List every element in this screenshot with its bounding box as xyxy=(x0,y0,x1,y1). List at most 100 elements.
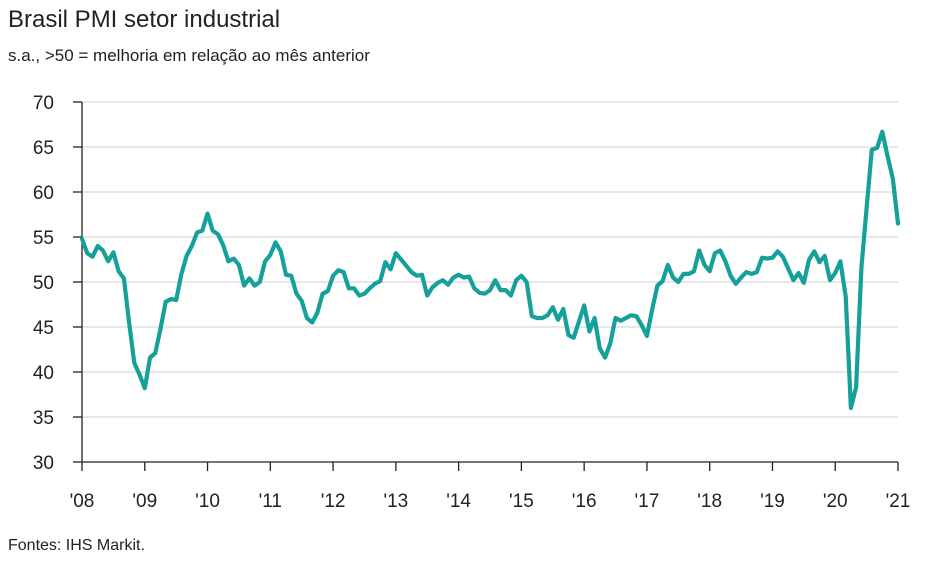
data-point xyxy=(609,342,611,344)
data-point xyxy=(405,265,407,267)
data-point xyxy=(233,257,235,259)
data-point xyxy=(824,255,826,257)
data-point xyxy=(316,311,318,313)
data-point xyxy=(379,280,381,282)
data-point xyxy=(599,347,601,349)
data-point xyxy=(614,317,616,319)
data-point xyxy=(206,212,208,214)
x-tick-label: '12 xyxy=(321,491,346,512)
data-point xyxy=(353,287,355,289)
data-point xyxy=(421,274,423,276)
y-tick-label: 60 xyxy=(33,183,54,204)
data-point xyxy=(123,277,125,279)
y-tick-label: 50 xyxy=(33,273,54,294)
data-point xyxy=(578,320,580,322)
data-point xyxy=(505,289,507,291)
data-point xyxy=(714,252,716,254)
data-point xyxy=(667,264,669,266)
x-tick-label: '13 xyxy=(383,491,408,512)
data-point xyxy=(813,250,815,252)
data-point xyxy=(185,255,187,257)
data-point xyxy=(892,177,894,179)
data-point xyxy=(285,274,287,276)
data-point xyxy=(91,256,93,258)
data-point xyxy=(661,280,663,282)
data-point xyxy=(180,273,182,275)
data-point xyxy=(850,407,852,409)
data-point xyxy=(102,249,104,251)
chart-subtitle: s.a., >50 = melhoria em relação ao mês a… xyxy=(8,46,370,65)
x-tick-label: '20 xyxy=(823,491,848,512)
data-point xyxy=(332,275,334,277)
data-point xyxy=(829,279,831,281)
y-tick-label: 35 xyxy=(33,408,54,429)
data-point xyxy=(395,252,397,254)
data-point xyxy=(269,254,271,256)
data-point xyxy=(546,314,548,316)
x-tick-label: '14 xyxy=(446,491,471,512)
data-point xyxy=(165,301,167,303)
data-point xyxy=(264,260,266,262)
chart-title: Brasil PMI setor industrial xyxy=(8,6,281,33)
data-point xyxy=(641,324,643,326)
data-point xyxy=(834,272,836,274)
data-point xyxy=(133,362,135,364)
data-point xyxy=(457,274,459,276)
x-tick-label: '10 xyxy=(195,491,220,512)
data-point xyxy=(897,222,899,224)
data-point xyxy=(729,275,731,277)
data-point xyxy=(301,300,303,302)
data-point xyxy=(557,319,559,321)
data-point xyxy=(782,256,784,258)
data-point xyxy=(410,271,412,273)
data-point xyxy=(97,245,99,247)
data-point xyxy=(327,290,329,292)
data-point xyxy=(196,231,198,233)
data-point xyxy=(489,289,491,291)
data-point xyxy=(243,284,245,286)
data-point xyxy=(562,308,564,310)
data-point xyxy=(170,298,172,300)
data-point xyxy=(117,270,119,272)
data-point xyxy=(688,273,690,275)
x-tick-label: '15 xyxy=(509,491,534,512)
data-point xyxy=(698,249,700,251)
data-point xyxy=(771,257,773,259)
data-point xyxy=(144,387,146,389)
data-point xyxy=(416,275,418,277)
series-group xyxy=(79,129,901,411)
data-point xyxy=(525,281,527,283)
data-point xyxy=(238,264,240,266)
data-point xyxy=(567,334,569,336)
data-point xyxy=(672,276,674,278)
data-point xyxy=(520,275,522,277)
data-point xyxy=(740,276,742,278)
x-axis: '08 '09 '10 '11 '12 '13 '14 '15 '16 '17 '18 '19 '20 '… xyxy=(70,461,910,512)
data-point xyxy=(845,295,847,297)
data-point xyxy=(306,317,308,319)
data-point xyxy=(227,260,229,262)
data-point xyxy=(201,230,203,232)
data-point xyxy=(259,281,261,283)
data-point xyxy=(709,270,711,272)
data-point xyxy=(222,244,224,246)
data-point xyxy=(646,335,648,337)
data-point xyxy=(253,284,255,286)
y-tick-label: 65 xyxy=(33,138,54,159)
data-point xyxy=(787,267,789,269)
data-point xyxy=(468,275,470,277)
data-point xyxy=(630,314,632,316)
data-point xyxy=(808,258,810,260)
data-point xyxy=(348,287,350,289)
data-point xyxy=(510,294,512,296)
x-tick-label: '19 xyxy=(760,491,785,512)
data-point xyxy=(128,321,130,323)
data-point xyxy=(724,260,726,262)
data-point xyxy=(693,270,695,272)
data-point xyxy=(384,261,386,263)
x-tick-label: '09 xyxy=(132,491,157,512)
data-point xyxy=(797,272,799,274)
pmi-line-chart: 30 35 40 45 50 55 60 65 70 '08 '09 '10 '11 '12 '13 '14… xyxy=(33,93,911,512)
data-point xyxy=(635,315,637,317)
data-point xyxy=(536,317,538,319)
